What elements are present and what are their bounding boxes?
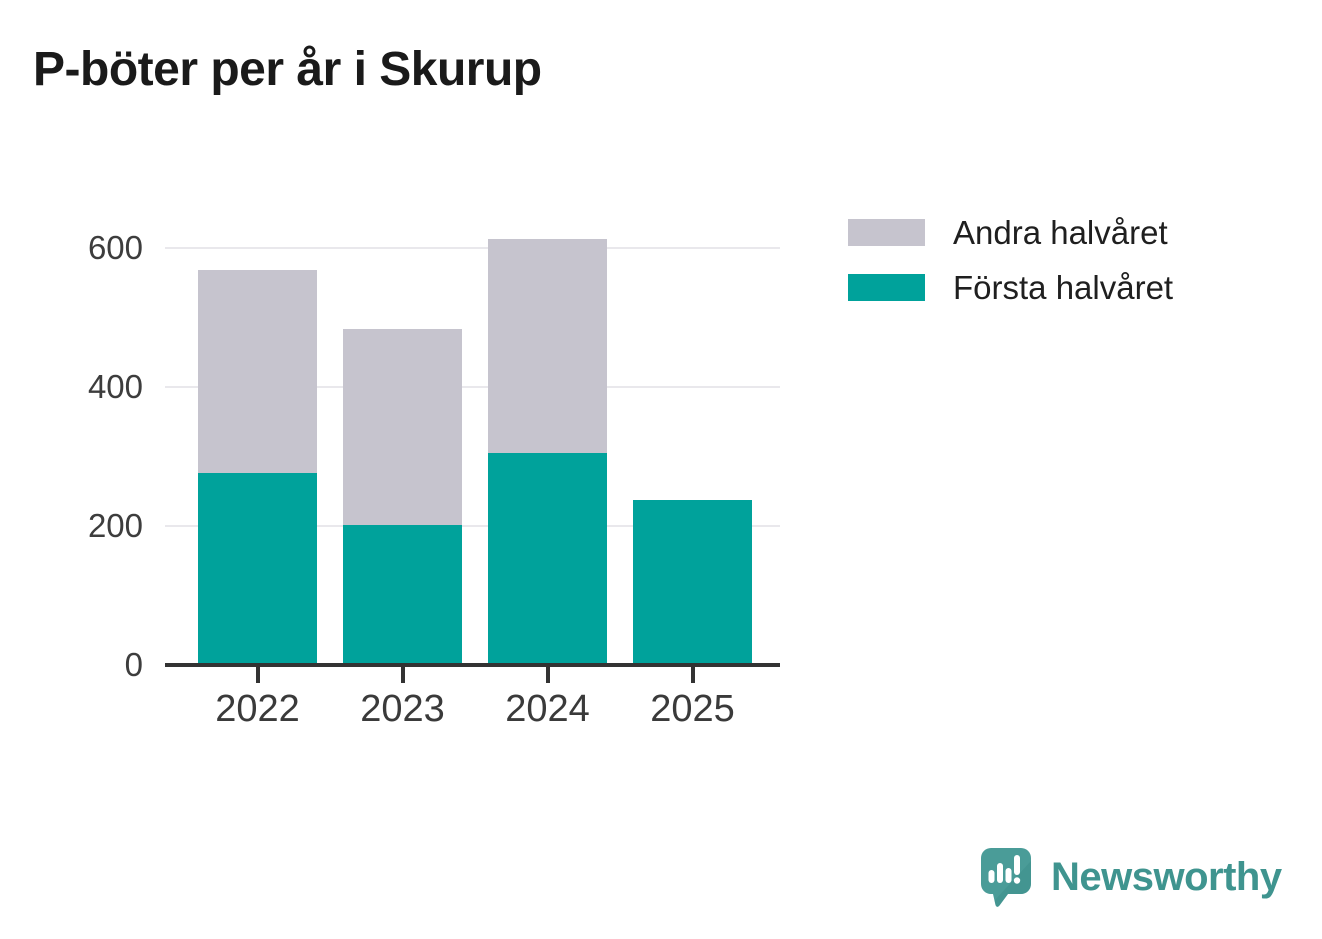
x-axis-line xyxy=(165,663,780,667)
legend: Andra halvåret Första halvåret xyxy=(848,214,1173,329)
newsworthy-wordmark: Newsworthy xyxy=(1051,854,1282,899)
x-tick-label-2022: 2022 xyxy=(215,688,300,730)
y-tick-label-0: 0 xyxy=(124,646,143,683)
x-tick-2022 xyxy=(255,667,260,683)
chart-title: P-böter per år i Skurup xyxy=(33,43,542,96)
bar-forsta-halvaret-2023 xyxy=(343,525,462,665)
x-tick-2023 xyxy=(400,667,405,683)
bar-forsta-halvaret-2022 xyxy=(198,473,317,665)
bar-forsta-halvaret-2024 xyxy=(488,453,607,665)
y-tick-label-200: 200 xyxy=(87,507,143,544)
bar-andra-halvaret-2024 xyxy=(488,238,607,454)
plot-area xyxy=(165,230,780,667)
x-tick-label-2023: 2023 xyxy=(360,688,445,730)
newsworthy-branding: Newsworthy xyxy=(980,846,1282,908)
bar-andra-halvaret-2023 xyxy=(343,329,462,526)
x-tick-label-2025: 2025 xyxy=(650,688,735,730)
y-tick-label-600: 600 xyxy=(87,229,143,266)
gridline-200 xyxy=(165,525,780,527)
legend-label: Andra halvåret xyxy=(953,213,1168,251)
gridline-400 xyxy=(165,386,780,388)
legend-item-andra-halvaret: Andra halvåret xyxy=(848,214,1173,251)
x-tick-2025 xyxy=(690,667,695,683)
legend-swatch-forsta-halvaret xyxy=(848,274,925,301)
gridline-600 xyxy=(165,247,780,249)
x-tick-label-2024: 2024 xyxy=(505,688,590,730)
legend-label: Första halvåret xyxy=(953,268,1174,306)
y-tick-label-400: 400 xyxy=(87,368,143,405)
bar-forsta-halvaret-2025 xyxy=(633,500,752,665)
x-tick-2024 xyxy=(545,667,550,683)
newsworthy-logo-icon xyxy=(981,847,1031,907)
legend-item-forsta-halvaret: Första halvåret xyxy=(848,269,1173,306)
bar-andra-halvaret-2022 xyxy=(198,270,317,474)
legend-swatch-andra-halvaret xyxy=(848,219,925,246)
